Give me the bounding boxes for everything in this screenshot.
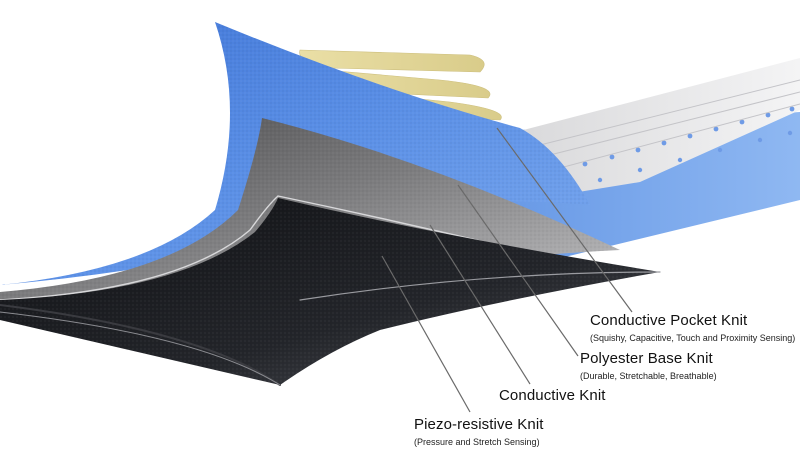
pocket-knit-stitch-lines: [519, 79, 800, 173]
label-conductive-knit: Conductive Knit: [499, 387, 606, 405]
label-subtitle: (Squishy, Capacitive, Touch and Proximit…: [590, 333, 796, 343]
leader-line-base-knit: [457, 184, 579, 357]
leader-line-conductive-knit: [429, 224, 531, 385]
label-polyester-base-knit: Polyester Base Knit (Durable, Stretchabl…: [580, 350, 717, 382]
label-subtitle: (Durable, Stretchable, Breathable): [580, 371, 717, 381]
label-title: Conductive Pocket Knit: [590, 312, 748, 329]
label-conductive-pocket-knit: Conductive Pocket Knit (Squishy, Capacit…: [590, 312, 795, 344]
label-subtitle: (Pressure and Stretch Sensing): [414, 437, 540, 447]
label-title: Conductive Knit: [499, 387, 606, 404]
pocket-knit-sensor-dots: [557, 106, 795, 183]
label-piezo-resistive-knit: Piezo-resistive Knit (Pressure and Stret…: [414, 416, 544, 448]
sheet-stack-edges: [0, 271, 661, 386]
leader-line-piezo-knit: [381, 255, 471, 413]
pocket-knit-panel: [485, 58, 800, 195]
leader-lines: [381, 127, 633, 413]
label-title: Polyester Base Knit: [580, 350, 713, 367]
label-title: Piezo-resistive Knit: [414, 416, 544, 433]
leader-line-pocket-knit: [496, 127, 633, 313]
